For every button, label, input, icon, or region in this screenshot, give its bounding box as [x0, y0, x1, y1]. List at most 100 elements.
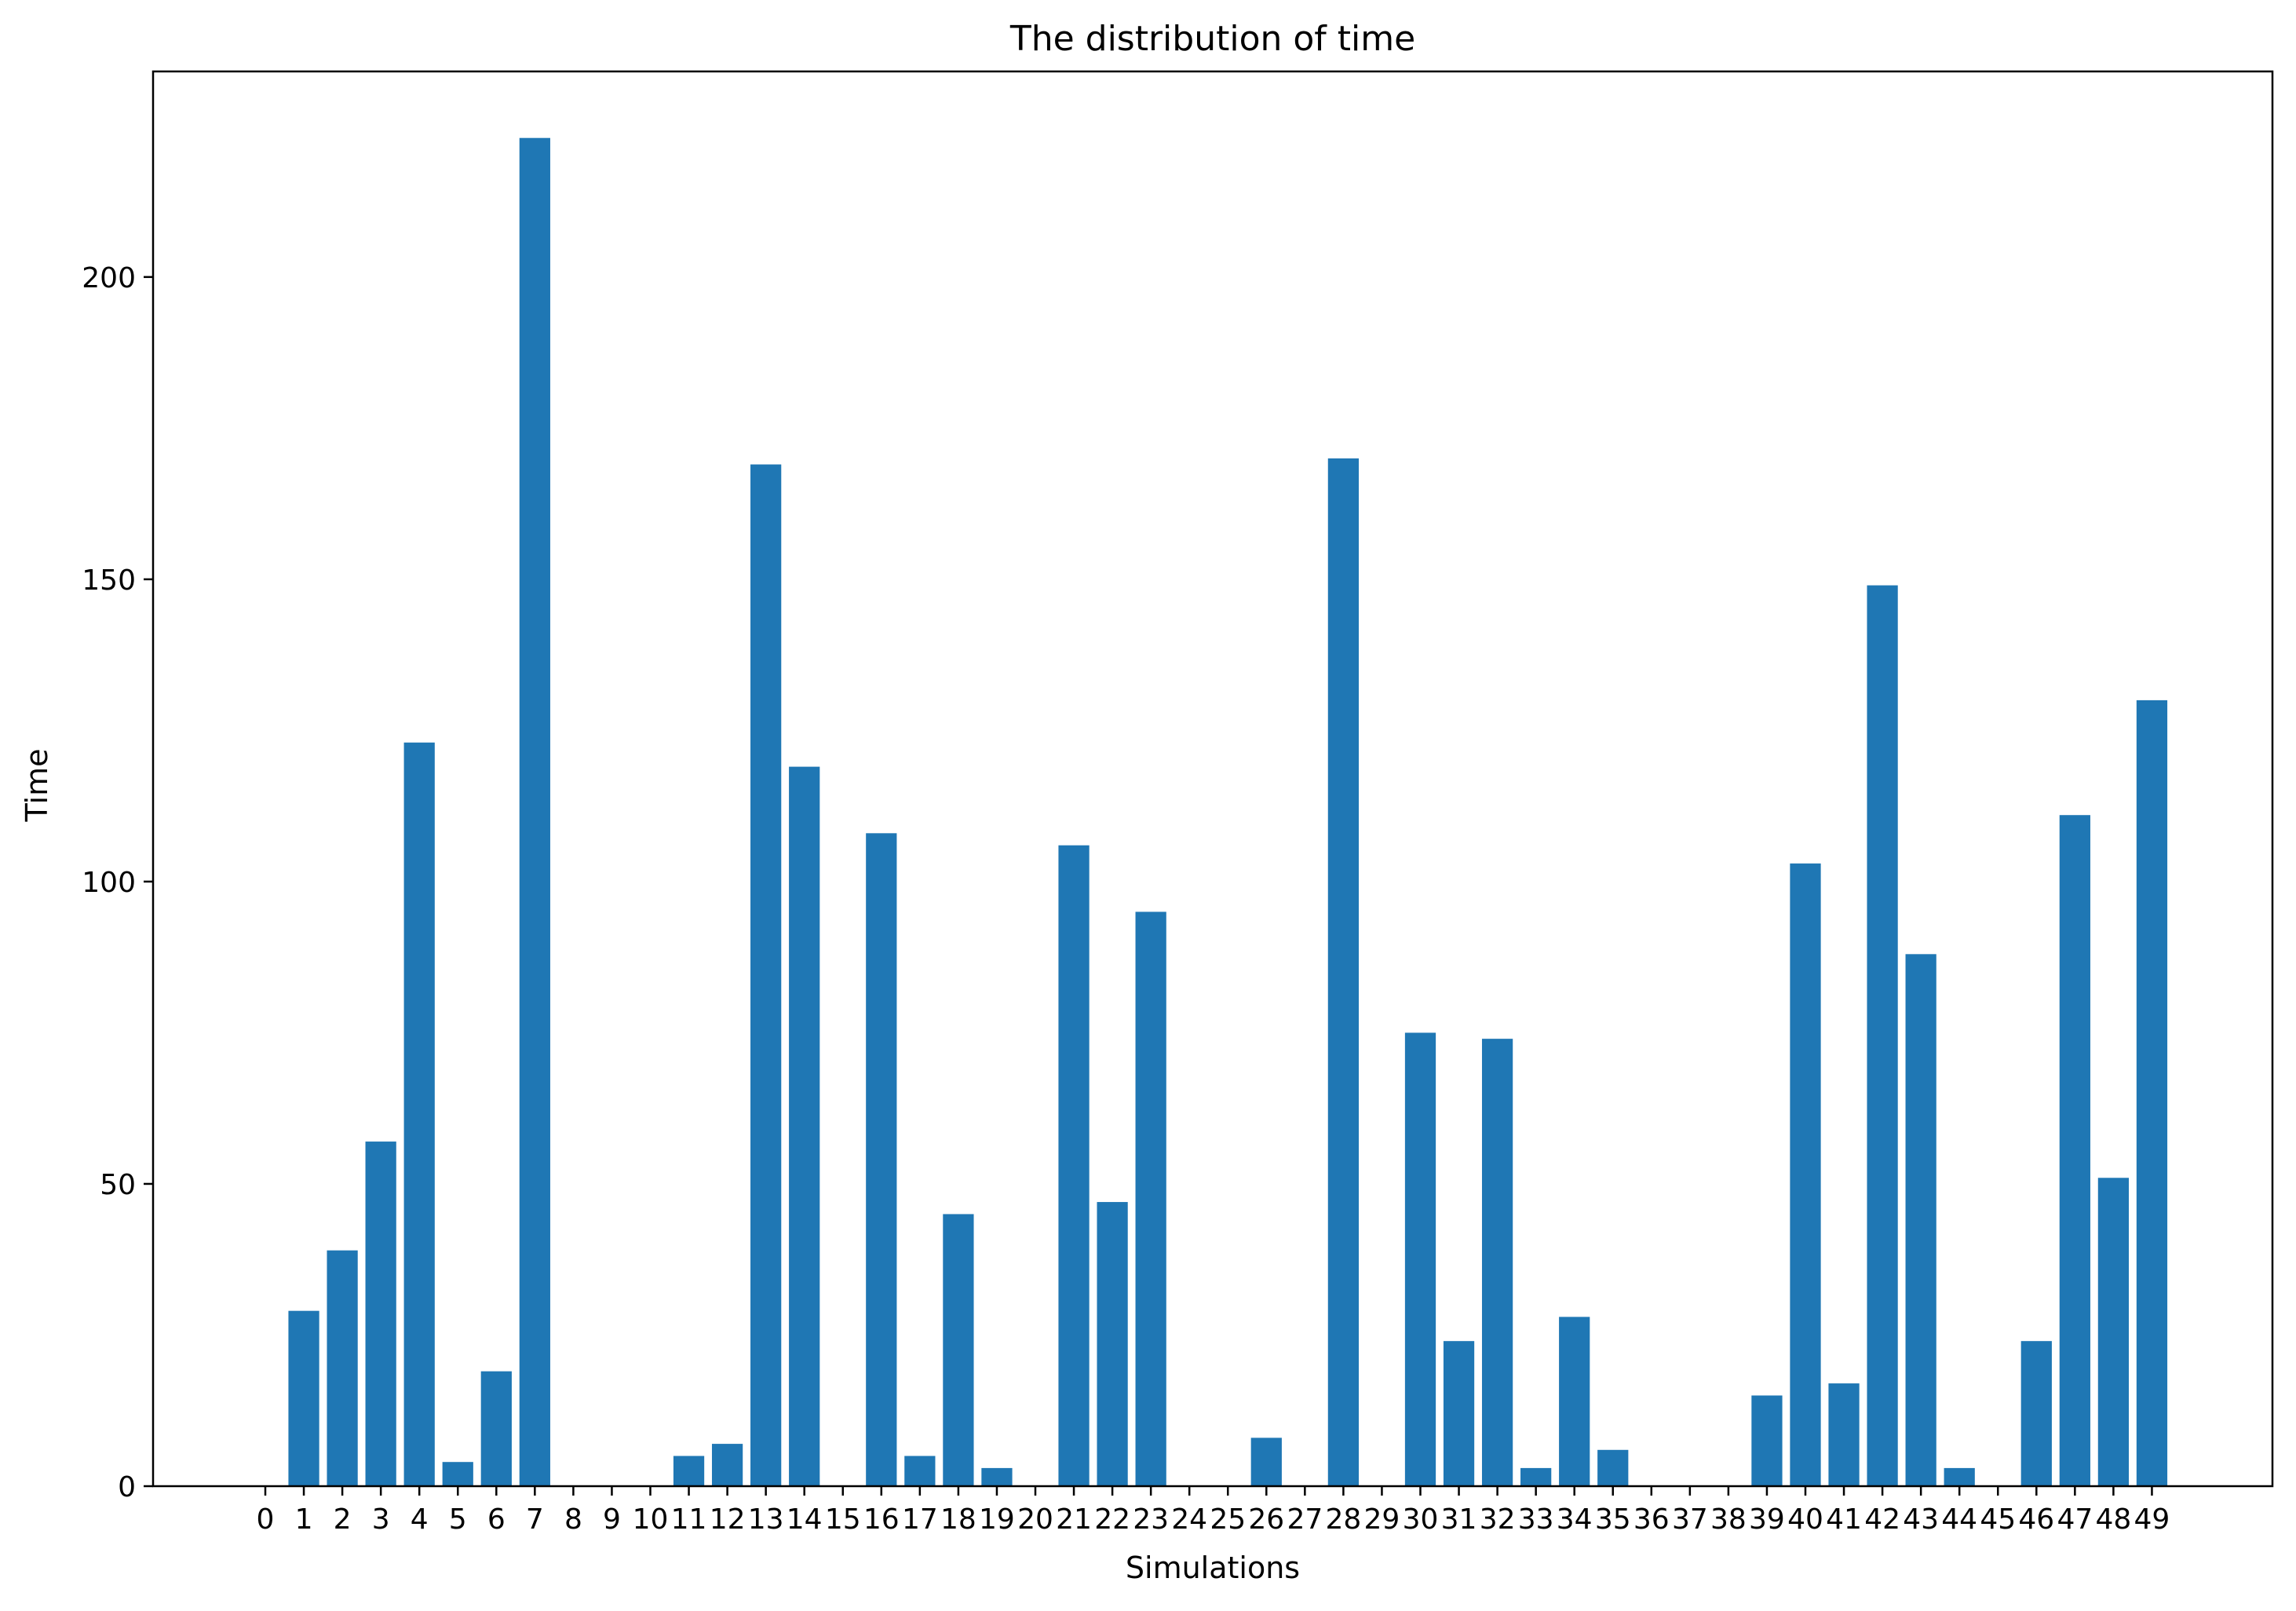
x-axis-label: Simulations — [1126, 1551, 1300, 1585]
x-tick-label-40: 40 — [1787, 1503, 1823, 1536]
y-tick-label: 150 — [82, 564, 136, 597]
x-tick-label-24: 24 — [1171, 1503, 1207, 1536]
bar-43 — [1905, 954, 1936, 1486]
x-tick-label-20: 20 — [1017, 1503, 1053, 1536]
x-tick-label-39: 39 — [1749, 1503, 1785, 1536]
x-tick-label-26: 26 — [1248, 1503, 1284, 1536]
bar-28 — [1327, 458, 1360, 1486]
x-tick-label-43: 43 — [1903, 1503, 1939, 1536]
y-tick-label: 50 — [100, 1169, 136, 1201]
bar-1 — [288, 1310, 319, 1486]
bar-17 — [904, 1456, 936, 1486]
x-tick-label-14: 14 — [787, 1503, 823, 1536]
plot-frame — [151, 70, 2274, 1488]
x-tick-label-16: 16 — [863, 1503, 900, 1536]
bar-47 — [2059, 815, 2090, 1486]
x-tick-label-47: 47 — [2057, 1503, 2093, 1536]
y-ticks-group: 0 50 100 150 200 — [82, 262, 153, 1503]
bar-11 — [673, 1456, 705, 1486]
x-tick-label-34: 34 — [1557, 1503, 1593, 1536]
bar-40 — [1790, 863, 1821, 1486]
bar-33 — [1520, 1467, 1552, 1486]
bar-41 — [1828, 1383, 1860, 1486]
y-axis-label: Time — [20, 749, 54, 823]
x-tick-label-28: 28 — [1325, 1503, 1361, 1536]
x-tick-label-10: 10 — [633, 1503, 669, 1536]
x-tick-label-23: 23 — [1133, 1503, 1169, 1536]
bar-21 — [1058, 845, 1090, 1486]
y-tick-label: 200 — [82, 262, 136, 294]
bar-2 — [327, 1250, 358, 1486]
y-tick-label: 100 — [82, 867, 136, 899]
x-tick-label-36: 36 — [1633, 1503, 1670, 1536]
bar-48 — [2097, 1178, 2130, 1486]
x-tick-label-1: 1 — [295, 1503, 313, 1536]
x-tick-label-15: 15 — [825, 1503, 861, 1536]
bar-26 — [1250, 1437, 1282, 1486]
bar-6 — [480, 1371, 512, 1486]
bar-22 — [1097, 1202, 1128, 1486]
y-tick-label: 0 — [118, 1471, 136, 1503]
x-tick-label-25: 25 — [1210, 1503, 1246, 1536]
bar-35 — [1597, 1449, 1629, 1486]
bar-14 — [789, 766, 820, 1486]
bar-23 — [1135, 911, 1166, 1486]
x-tick-label-31: 31 — [1441, 1503, 1477, 1536]
bar-34 — [1559, 1317, 1590, 1486]
x-tick-label-8: 8 — [564, 1503, 582, 1536]
x-tick-label-22: 22 — [1094, 1503, 1130, 1536]
bar-32 — [1481, 1039, 1513, 1486]
x-tick-label-9: 9 — [603, 1503, 621, 1536]
x-tick-label-21: 21 — [1056, 1503, 1092, 1536]
bars-group — [288, 137, 2168, 1487]
x-tick-label-17: 17 — [902, 1503, 938, 1536]
x-tick-label-35: 35 — [1595, 1503, 1631, 1536]
bar-16 — [866, 833, 897, 1486]
x-tick-label-13: 13 — [748, 1503, 784, 1536]
bar-39 — [1751, 1395, 1783, 1486]
x-tick-label-19: 19 — [979, 1503, 1015, 1536]
x-tick-label-4: 4 — [411, 1503, 429, 1536]
bar-44 — [1944, 1467, 1975, 1486]
x-tick-label-7: 7 — [526, 1503, 544, 1536]
x-tick-label-33: 33 — [1518, 1503, 1554, 1536]
bar-19 — [981, 1467, 1013, 1486]
x-tick-label-30: 30 — [1403, 1503, 1439, 1536]
bar-42 — [1867, 585, 1898, 1486]
bar-18 — [943, 1214, 974, 1486]
x-tick-label-46: 46 — [2018, 1503, 2054, 1536]
bar-13 — [750, 464, 782, 1486]
x-tick-label-27: 27 — [1287, 1503, 1323, 1536]
x-tick-label-6: 6 — [487, 1503, 506, 1536]
bar-4 — [403, 742, 435, 1486]
x-tick-label-38: 38 — [1710, 1503, 1747, 1536]
chart-title: The distribution of time — [1009, 19, 1415, 59]
x-tick-label-29: 29 — [1364, 1503, 1400, 1536]
x-tick-label-5: 5 — [449, 1503, 467, 1536]
x-tick-label-48: 48 — [2095, 1503, 2131, 1536]
bar-30 — [1404, 1032, 1436, 1486]
bar-31 — [1443, 1341, 1475, 1486]
bar-12 — [711, 1444, 743, 1486]
x-tick-label-32: 32 — [1480, 1503, 1516, 1536]
x-tick-label-41: 41 — [1826, 1503, 1862, 1536]
x-ticks-group: 0 1 2 3 4 5 6 7 8 9 10 11 12 13 14 15 16 17 18 19 20 21 22 23 24… — [257, 1486, 2170, 1536]
x-tick-label-11: 11 — [671, 1503, 707, 1536]
x-tick-label-44: 44 — [1941, 1503, 1977, 1536]
bar-46 — [2020, 1341, 2052, 1486]
x-tick-label-49: 49 — [2134, 1503, 2170, 1536]
x-tick-label-2: 2 — [334, 1503, 352, 1536]
x-tick-label-18: 18 — [940, 1503, 976, 1536]
x-tick-label-37: 37 — [1672, 1503, 1708, 1536]
bar-7 — [519, 137, 550, 1487]
x-tick-label-42: 42 — [1864, 1503, 1900, 1536]
x-tick-label-12: 12 — [710, 1503, 746, 1536]
x-tick-label-45: 45 — [1980, 1503, 2016, 1536]
bar-3 — [365, 1142, 396, 1486]
bar-5 — [442, 1462, 473, 1486]
x-tick-label-3: 3 — [372, 1503, 390, 1536]
bar-49 — [2136, 700, 2168, 1486]
x-tick-label-0: 0 — [257, 1503, 275, 1536]
